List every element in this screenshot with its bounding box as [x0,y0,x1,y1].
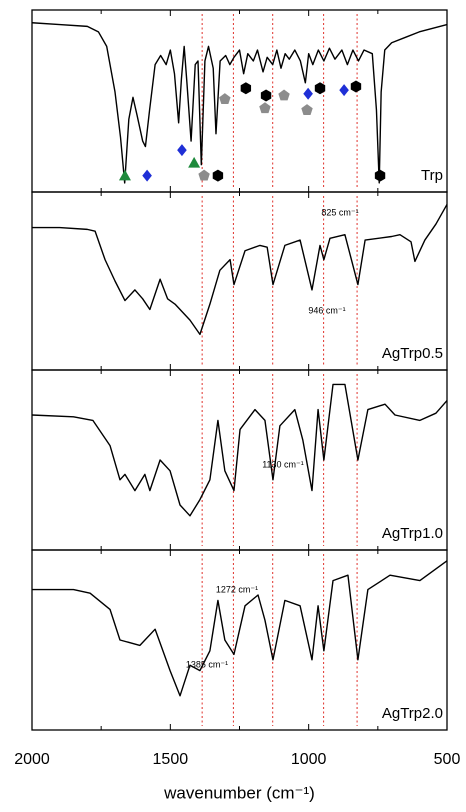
panel-frame [31,191,448,371]
x-axis-title: wavenumber (cm⁻¹) [163,783,315,802]
peak-annotation: 1130 cm⁻¹ [262,459,304,469]
series-label: AgTrp1.0 [382,525,443,542]
band-marker [198,169,210,181]
band-marker [303,87,313,100]
band-marker [177,144,187,157]
x-tick-label: 1000 [291,751,327,768]
peak-annotation: 825 cm⁻¹ [321,207,358,217]
series-label: AgTrp2.0 [382,705,443,722]
band-marker [339,84,349,97]
panel-frame [31,549,448,731]
spectrum-line [31,22,448,184]
peak-annotation: 1272 cm⁻¹ [216,584,258,594]
band-marker [314,82,326,95]
spectrum-line [31,383,448,517]
series-label: Trp [421,167,443,184]
band-marker [118,169,131,181]
panel-frame [31,9,448,193]
series-label: AgTrp0.5 [382,345,443,362]
peak-annotation: 1385 cm⁻¹ [186,659,228,669]
x-tick-label: 500 [434,751,461,768]
band-marker [188,156,201,168]
band-marker [259,102,271,114]
band-marker [350,80,362,93]
band-marker [142,169,152,182]
band-marker [374,169,386,182]
peak-annotation: 946 cm⁻¹ [308,305,345,315]
band-marker [219,93,231,105]
band-marker [212,169,224,182]
x-tick-label: 1500 [153,751,189,768]
band-marker [301,104,313,115]
x-tick-label: 2000 [14,751,50,768]
band-marker [278,89,290,101]
band-marker [240,82,252,95]
band-marker [260,89,272,102]
panel-frame [31,369,448,551]
spectrum-line [32,204,448,336]
spectrum-line [32,560,448,697]
